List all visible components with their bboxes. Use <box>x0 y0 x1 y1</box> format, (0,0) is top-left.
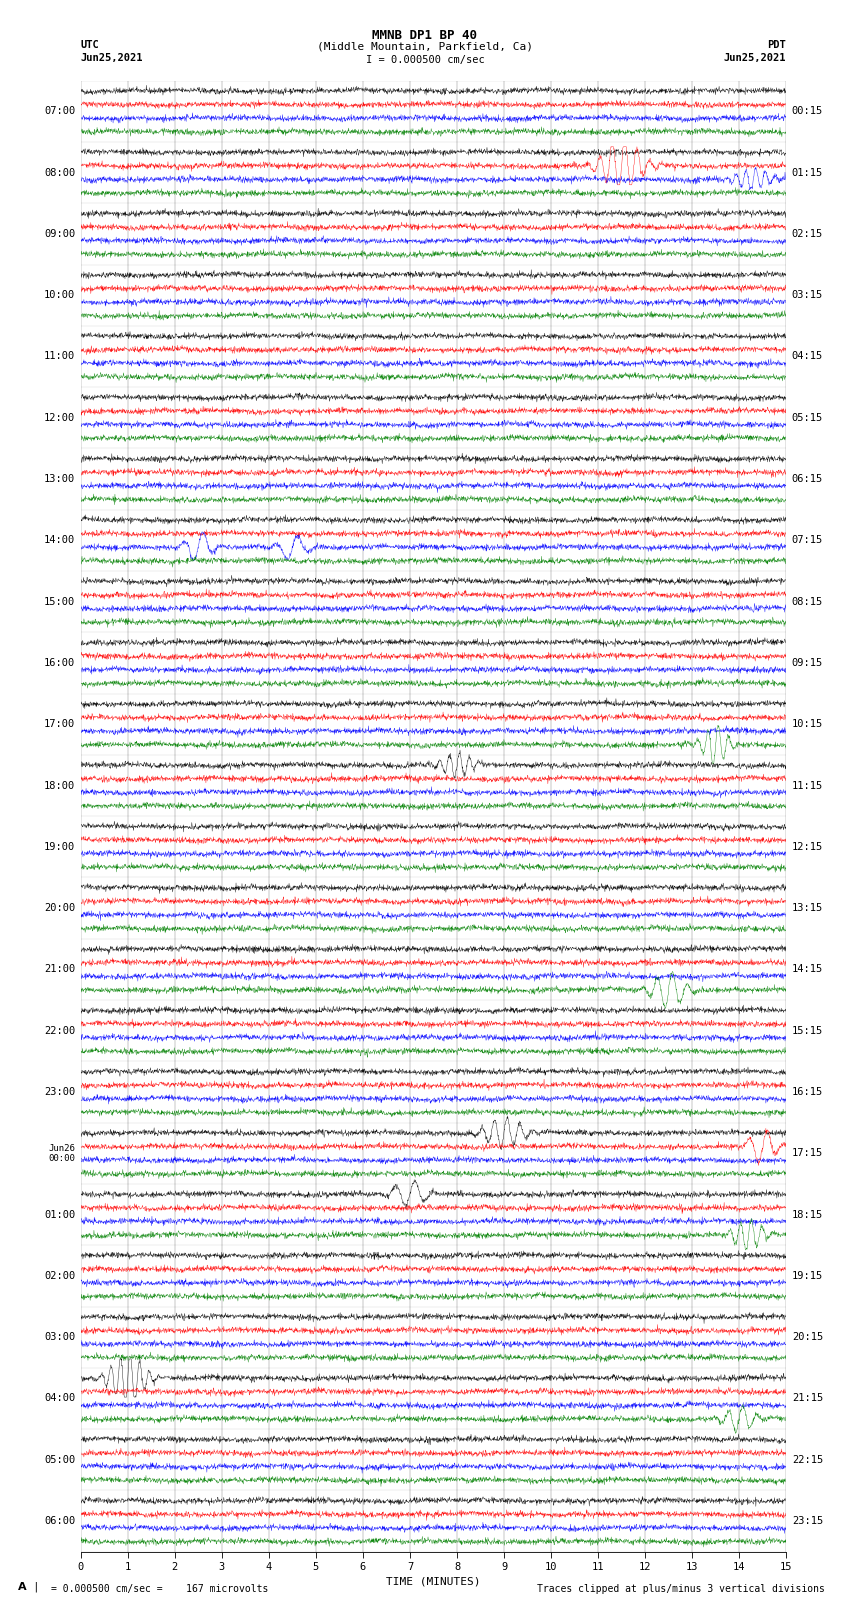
Text: Traces clipped at plus/minus 3 vertical divisions: Traces clipped at plus/minus 3 vertical … <box>536 1584 824 1594</box>
Text: 01:15: 01:15 <box>792 168 823 177</box>
Text: 19:00: 19:00 <box>44 842 75 852</box>
Text: 12:00: 12:00 <box>44 413 75 423</box>
Text: 15:00: 15:00 <box>44 597 75 606</box>
Text: 16:00: 16:00 <box>44 658 75 668</box>
Text: 20:00: 20:00 <box>44 903 75 913</box>
Text: 09:00: 09:00 <box>44 229 75 239</box>
Text: = 0.000500 cm/sec =    167 microvolts: = 0.000500 cm/sec = 167 microvolts <box>51 1584 269 1594</box>
Text: 13:15: 13:15 <box>792 903 823 913</box>
Text: 23:00: 23:00 <box>44 1087 75 1097</box>
Text: 22:00: 22:00 <box>44 1026 75 1036</box>
Text: 04:15: 04:15 <box>792 352 823 361</box>
Text: Jun25,2021: Jun25,2021 <box>81 53 144 63</box>
Text: 05:00: 05:00 <box>44 1455 75 1465</box>
Text: 21:15: 21:15 <box>792 1394 823 1403</box>
Text: 18:00: 18:00 <box>44 781 75 790</box>
Text: 03:00: 03:00 <box>44 1332 75 1342</box>
Text: Jun25,2021: Jun25,2021 <box>723 53 786 63</box>
Text: 07:15: 07:15 <box>792 536 823 545</box>
Text: 17:15: 17:15 <box>792 1148 823 1158</box>
Text: 08:00: 08:00 <box>44 168 75 177</box>
Text: 06:00: 06:00 <box>44 1516 75 1526</box>
Text: 21:00: 21:00 <box>44 965 75 974</box>
Text: 10:15: 10:15 <box>792 719 823 729</box>
Text: 15:15: 15:15 <box>792 1026 823 1036</box>
Text: 07:00: 07:00 <box>44 106 75 116</box>
Text: 14:00: 14:00 <box>44 536 75 545</box>
Text: 05:15: 05:15 <box>792 413 823 423</box>
Text: 08:15: 08:15 <box>792 597 823 606</box>
Text: 10:00: 10:00 <box>44 290 75 300</box>
Text: 00:15: 00:15 <box>792 106 823 116</box>
Text: 17:00: 17:00 <box>44 719 75 729</box>
Text: 23:15: 23:15 <box>792 1516 823 1526</box>
Text: 19:15: 19:15 <box>792 1271 823 1281</box>
Text: 03:15: 03:15 <box>792 290 823 300</box>
Text: 09:15: 09:15 <box>792 658 823 668</box>
Text: 11:15: 11:15 <box>792 781 823 790</box>
Text: PDT: PDT <box>768 40 786 50</box>
Text: (Middle Mountain, Parkfield, Ca): (Middle Mountain, Parkfield, Ca) <box>317 42 533 52</box>
Text: 22:15: 22:15 <box>792 1455 823 1465</box>
Text: UTC: UTC <box>81 40 99 50</box>
Text: 11:00: 11:00 <box>44 352 75 361</box>
Text: I = 0.000500 cm/sec: I = 0.000500 cm/sec <box>366 55 484 65</box>
Text: 16:15: 16:15 <box>792 1087 823 1097</box>
Text: 02:15: 02:15 <box>792 229 823 239</box>
Text: 02:00: 02:00 <box>44 1271 75 1281</box>
Text: Jun26
00:00: Jun26 00:00 <box>48 1144 75 1163</box>
Text: 12:15: 12:15 <box>792 842 823 852</box>
Text: 14:15: 14:15 <box>792 965 823 974</box>
Text: MMNB DP1 BP 40: MMNB DP1 BP 40 <box>372 29 478 42</box>
Text: 04:00: 04:00 <box>44 1394 75 1403</box>
Text: 06:15: 06:15 <box>792 474 823 484</box>
Text: 13:00: 13:00 <box>44 474 75 484</box>
X-axis label: TIME (MINUTES): TIME (MINUTES) <box>386 1576 481 1586</box>
Text: 18:15: 18:15 <box>792 1210 823 1219</box>
Text: 01:00: 01:00 <box>44 1210 75 1219</box>
Text: $\mathbf{A}$ |: $\mathbf{A}$ | <box>17 1579 38 1594</box>
Text: 20:15: 20:15 <box>792 1332 823 1342</box>
